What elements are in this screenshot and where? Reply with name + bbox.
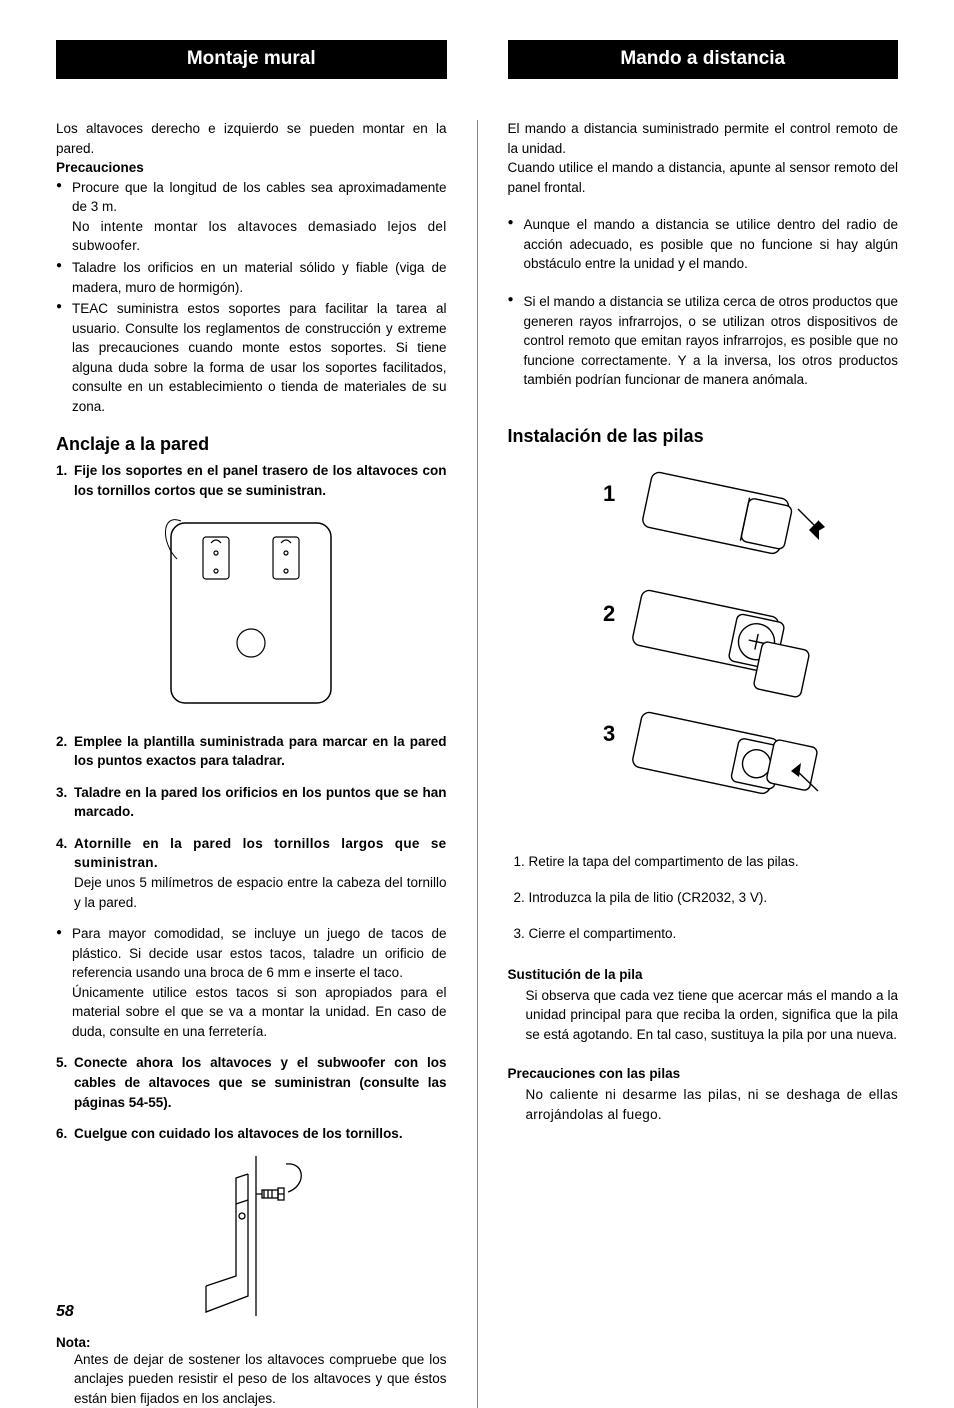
- right-column: Mando a distancia El mando a distancia s…: [508, 40, 899, 1408]
- remote-p2: Cuando utilice el mando a distancia, apu…: [508, 158, 899, 197]
- step-item: 2. Emplee la plantilla suministrada para…: [56, 732, 447, 771]
- svg-text:3: 3: [603, 721, 615, 746]
- remote-bullets: Aunque el mando a distancia se utilice d…: [508, 215, 899, 390]
- left-column: Montaje mural Los altavoces derecho e iz…: [56, 40, 447, 1408]
- remote-p1: El mando a distancia suministrado permit…: [508, 119, 899, 158]
- list-item: Taladre los orificios en un material sól…: [56, 258, 447, 297]
- column-divider: [477, 120, 478, 1408]
- replace-text: Si observa que cada vez tiene que acerca…: [508, 986, 899, 1045]
- step-item: 3. Taladre en la pared los orificios en …: [56, 783, 447, 822]
- list-item: TEAC suministra estos soportes para faci…: [56, 299, 447, 416]
- anchor-heading: Anclaje a la pared: [56, 434, 447, 455]
- step-item-bullet: ● Para mayor comodidad, se incluye un ju…: [56, 924, 447, 1041]
- battery-step-2: 2. Introduzca la pila de litio (CR2032, …: [508, 888, 899, 908]
- list-item: Aunque el mando a distancia se utilice d…: [508, 215, 899, 274]
- step-item: 6. Cuelgue con cuidado los altavoces de …: [56, 1124, 447, 1144]
- battery-prec-text: No caliente ni desarme las pilas, ni se …: [508, 1085, 899, 1124]
- precautions-list: Procure que la longitud de los cables se…: [56, 178, 447, 417]
- battery-steps: 1. Retire la tapa del compartimento de l…: [508, 852, 899, 945]
- svg-text:2: 2: [603, 601, 615, 626]
- figure-battery: 1 2: [508, 461, 899, 826]
- replace-heading: Sustitución de la pila: [508, 967, 899, 982]
- step-item: 1. Fije los soportes en el panel trasero…: [56, 461, 447, 500]
- battery-step-3: 3. Cierre el compartimento.: [508, 924, 899, 944]
- figure-speaker-back: [56, 513, 447, 718]
- step-item: 5. Conecte ahora los altavoces y el subw…: [56, 1053, 447, 1112]
- section-header-right: Mando a distancia: [508, 40, 899, 79]
- step-item: 4. Atornille en la pared los tornillos l…: [56, 834, 447, 912]
- svg-text:1: 1: [603, 481, 615, 506]
- wall-hang-icon: [176, 1156, 326, 1316]
- intro-text: Los altavoces derecho e izquierdo se pue…: [56, 119, 447, 158]
- note-text: Antes de dejar de sostener los altavoces…: [56, 1350, 447, 1408]
- speaker-back-icon: [151, 513, 351, 713]
- figure-wall-hang: [56, 1156, 447, 1321]
- page-number: 58: [56, 1303, 74, 1321]
- steps-list-2: 2. Emplee la plantilla suministrada para…: [56, 732, 447, 1144]
- note-label: Nota:: [56, 1335, 447, 1350]
- steps-list: 1. Fije los soportes en el panel trasero…: [56, 461, 447, 500]
- section-header-left: Montaje mural: [56, 40, 447, 79]
- precautions-label: Precauciones: [56, 158, 447, 178]
- battery-prec-heading: Precauciones con las pilas: [508, 1066, 899, 1081]
- battery-install-icon: 1 2: [563, 461, 843, 821]
- list-item: Si el mando a distancia se utiliza cerca…: [508, 292, 899, 390]
- install-heading: Instalación de las pilas: [508, 426, 899, 447]
- list-item: Procure que la longitud de los cables se…: [56, 178, 447, 256]
- battery-step-1: 1. Retire la tapa del compartimento de l…: [508, 852, 899, 872]
